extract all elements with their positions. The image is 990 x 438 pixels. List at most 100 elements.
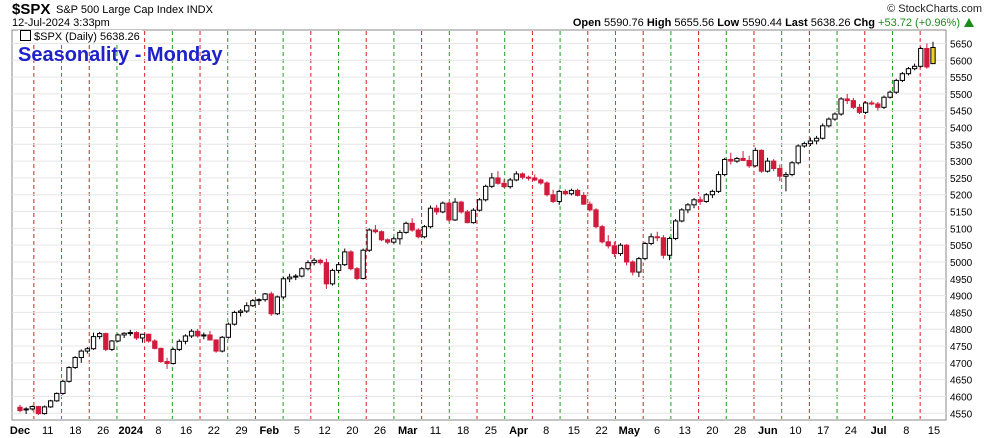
candle-body: [525, 176, 532, 179]
y-tick-label: 5200: [950, 191, 973, 202]
candle-body: [403, 222, 409, 233]
candle-body: [691, 199, 697, 206]
candle-body: [385, 239, 391, 243]
y-tick-label: 5400: [950, 124, 973, 135]
candle-body: [758, 149, 765, 172]
x-tick-label: 12: [319, 425, 331, 437]
x-tick-label: 28: [734, 425, 746, 437]
candle-body: [562, 190, 568, 195]
candle-body: [286, 276, 293, 280]
y-tick-label: 5350: [950, 140, 973, 151]
x-tick-label: 13: [679, 425, 691, 437]
candle-body: [556, 190, 562, 202]
candle-body: [354, 268, 360, 279]
candle-body: [820, 125, 826, 139]
candle-body: [648, 236, 654, 244]
candle-body: [789, 162, 795, 176]
candle-body: [415, 229, 421, 238]
x-tick-label: 10: [789, 425, 801, 437]
ohlc-readout: Open 5590.76 High 5655.56 Low 5590.44 La…: [573, 17, 960, 29]
candle-body: [813, 137, 820, 142]
candle-body: [679, 209, 685, 222]
candle-body: [237, 310, 244, 313]
candle-body: [225, 323, 231, 338]
candle-body: [905, 68, 912, 75]
x-tick-label: 24: [845, 425, 857, 437]
candle-body: [642, 242, 648, 260]
up-arrow-icon: [964, 18, 974, 27]
x-tick-label: May: [619, 425, 641, 437]
candle-body: [930, 46, 936, 65]
candle-body: [826, 118, 832, 127]
candle-body: [752, 149, 758, 167]
candle-body: [434, 207, 440, 213]
candle-body: [850, 100, 856, 108]
candle-body: [366, 229, 372, 251]
candle-body: [152, 340, 158, 349]
y-tick-label: 5300: [950, 157, 973, 168]
candle-body: [158, 347, 164, 363]
candle-body: [127, 332, 133, 335]
x-tick-label: 16: [180, 425, 192, 437]
last-value: 5638.26: [810, 17, 851, 29]
candle-body: [783, 174, 789, 177]
x-tick-label: 2024: [119, 425, 144, 437]
candle-body: [666, 237, 673, 256]
candle-body: [97, 333, 103, 338]
chg-value: +53.72 (+0.96%): [878, 17, 960, 29]
x-tick-label: 18: [69, 425, 81, 437]
candle-body: [250, 300, 256, 307]
candle-body: [452, 201, 458, 221]
candle-body: [421, 226, 428, 238]
candle-body: [495, 177, 501, 184]
high-label: High: [646, 17, 672, 29]
y-tick-label: 5500: [950, 90, 973, 101]
legend-label: $SPX (Daily) 5638.26: [34, 31, 140, 43]
candle-body: [574, 189, 581, 196]
chg-label: Chg: [853, 17, 875, 29]
open-value: 5590.76: [604, 17, 644, 29]
candle-body: [489, 177, 495, 187]
candle-body: [599, 226, 605, 243]
candle-body: [924, 47, 930, 68]
candle-body: [764, 160, 771, 172]
candle-body: [672, 220, 679, 239]
chart-legend: $SPX (Daily) 5638.26: [18, 30, 142, 43]
candle-body: [103, 333, 109, 350]
candle-body: [483, 185, 489, 201]
candle-body: [734, 157, 740, 162]
y-tick-label: 5450: [950, 107, 973, 118]
high-value: 5655.56: [674, 17, 715, 29]
x-tick-label: 20: [346, 425, 358, 437]
candle-body: [188, 330, 195, 337]
description-label: S&P 500 Large Cap Index INDX: [56, 4, 213, 16]
candle-body: [305, 262, 311, 270]
candle-body: [476, 199, 483, 211]
x-tick-label: Dec: [10, 425, 30, 437]
candle-body: [513, 173, 519, 181]
x-tick-label: 8: [903, 425, 909, 437]
candle-body: [660, 237, 667, 256]
candle-body: [256, 299, 262, 302]
y-tick-label: 4800: [950, 325, 973, 336]
candle-body: [550, 194, 556, 202]
copyright-label: © StockCharts.com: [887, 3, 982, 15]
candle-body: [832, 113, 838, 120]
candle-body: [507, 179, 513, 188]
candle-body: [146, 333, 152, 342]
candle-body: [911, 65, 918, 70]
candle-body: [109, 340, 115, 350]
candle-body: [470, 209, 477, 224]
y-tick-label: 5100: [950, 224, 973, 235]
candle-body: [519, 173, 526, 178]
y-tick-label: 4950: [950, 275, 973, 286]
candle-body: [207, 334, 213, 341]
candle-body: [899, 73, 906, 81]
candle-body: [636, 258, 642, 273]
x-tick-label: 29: [235, 425, 247, 437]
candle-body: [630, 261, 636, 273]
candle-body: [195, 330, 201, 337]
candle-body: [409, 222, 415, 231]
y-tick-label: 4850: [950, 308, 973, 319]
candle-body: [72, 356, 78, 369]
